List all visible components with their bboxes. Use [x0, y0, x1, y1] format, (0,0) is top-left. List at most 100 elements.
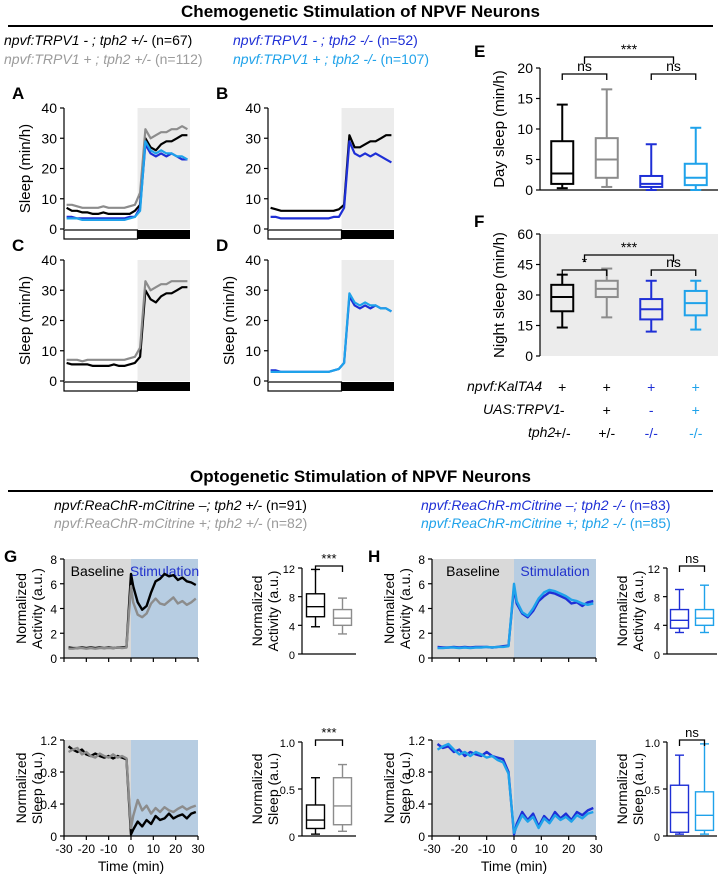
panel-c-line-g2: [66, 280, 188, 363]
panel-h-activity-ylabel-units: Activity (a.u.): [397, 568, 413, 649]
panel-h-sleep-xtick-label-30: 30: [589, 842, 603, 856]
panel-f-bracket-star: [561, 269, 608, 276]
table-cell-r1-c2: +: [603, 379, 611, 395]
panel-f-bracket-main-label: ***: [621, 239, 638, 255]
panel-g-activity-ytick-label-6: 6: [50, 578, 57, 592]
panel-g-sleep-ytick-label-1-2: 1.2: [40, 734, 57, 748]
panel-h-activity-box-ytick-label-4: 4: [654, 621, 660, 633]
legend-count-3: (n=52): [373, 32, 418, 48]
panel-e-bracket-ns-2-label: ns: [666, 58, 681, 74]
panel-c-ylabel: Sleep (min/h): [17, 276, 34, 365]
panel-h-sleep-xtick-label--10: -10: [478, 842, 496, 856]
panel-h-activity-region-baseline: Baseline: [446, 563, 500, 579]
panel-e-bracket-ns-1-label: ns: [577, 58, 592, 74]
panel-h-sleep-xlabel: Time (min): [481, 858, 547, 874]
panel-c-ytick-label-40: 40: [41, 252, 57, 268]
panel-f-ytick-label-60: 60: [517, 226, 533, 242]
panel-h-sleep-box-bracket: [678, 739, 706, 746]
panel-g-sleep-xtick-label-20: 20: [169, 842, 183, 856]
legend-genotype-2: npvf:TRPV1 + ; tph2 +/-: [4, 51, 152, 67]
panel-f-box-1: [550, 283, 575, 313]
panel-b-ytick-label-0: 0: [253, 221, 261, 237]
panel-f-ylabel: Night sleep (min/h): [491, 232, 508, 358]
panel-a-ytick-label-10: 10: [41, 191, 57, 207]
day-bar-a: [63, 229, 139, 240]
legend-opto-genotype-2: npvf:ReaChR-mCitrine +; tph2 +/-: [54, 515, 263, 531]
panel-e-ytick-label-15: 15: [517, 91, 533, 107]
night-bar-c: [137, 382, 190, 391]
panel-e-ytick-label-0: 0: [525, 182, 533, 198]
panel-g-sleep-stimulation-shade: [131, 740, 198, 836]
table-cell-r3-c1: +/-: [554, 425, 571, 441]
panel-h-activity-ytick-label-8: 8: [418, 553, 425, 567]
panel-g-sleep-line-g2: [67, 746, 197, 830]
table-label-tph2: tph2: [528, 424, 556, 440]
table-cell-r1-c4: +: [692, 379, 700, 395]
panel-h-activity-ytick-label-2: 2: [418, 627, 425, 641]
table-cell-r3-c3: -/-: [645, 425, 659, 441]
panel-g-activity-line-g2: [68, 585, 197, 650]
panel-h-sleep-baseline-shade: [432, 740, 514, 836]
legend-opto-2: npvf:ReaChR-mCitrine +; tph2 +/- (n=82): [54, 515, 307, 531]
panel-h-sleep-line-g4: [436, 742, 594, 834]
panel-g-activity-box-bracket-label: ***: [321, 551, 336, 566]
night-shade-d: [341, 260, 394, 381]
night-bar-d: [341, 382, 394, 391]
panel-h-sleep-ylabel-units: Sleep (a.u.): [397, 752, 413, 824]
panel-g-sleep-box-ytick-label-0: 0: [289, 832, 295, 844]
chemo-title: Chemogenetic Stimulation of NPVF Neurons: [181, 2, 540, 21]
panel-f-ytick-label-30: 30: [517, 287, 533, 303]
panel-b-line-g1: [270, 134, 392, 212]
legend-opto-count-2: (n=82): [262, 515, 308, 531]
panel-e-bracket-ns-2: [650, 73, 697, 80]
panel-g-sleep-ytick-label-0-4: 0.4: [40, 798, 57, 812]
panel-g-activity-box-box-1: [305, 593, 326, 618]
legend-count-4: (n=107): [376, 51, 430, 67]
panel-h-activity-box-bracket-label: ns: [685, 551, 699, 566]
legend-opto-count-4: (n=85): [626, 515, 671, 531]
panel-g-sleep-xtick-label-0: 0: [128, 842, 135, 856]
panel-e-box-2: [594, 137, 619, 179]
panel-b-ytick-label-30: 30: [245, 130, 261, 146]
panel-letter-f: F: [474, 212, 485, 231]
table-cell-r1-c1: +: [558, 379, 566, 395]
panel-g-sleep-box-bracket: [314, 739, 344, 746]
panel-g-activity-box-ytick-label-4: 4: [289, 621, 295, 633]
panel-g-activity-ylabel: Normalized: [13, 573, 29, 644]
panel-g-activity-ylabel-units: Activity (a.u.): [29, 568, 45, 649]
opto-title-rule: [8, 490, 713, 492]
panel-g-sleep-xtick-label-30: 30: [191, 842, 205, 856]
panel-a-ytick-label-20: 20: [41, 161, 57, 177]
panel-h-sleep-xtick-label-20: 20: [562, 842, 576, 856]
legend-opto-count-1: (n=91): [262, 497, 307, 513]
panel-c-ytick-label-0: 0: [49, 373, 57, 389]
panel-letter-d: D: [216, 236, 229, 255]
legend-opto-1: npvf:ReaChR-mCitrine –; tph2 +/- (n=91): [54, 497, 307, 513]
panel-h-activity-box-box-2: [694, 608, 715, 627]
panel-h-activity-box-bracket: [678, 565, 706, 572]
panel-g-activity-ytick-label-4: 4: [50, 603, 57, 617]
panel-g-activity-box-ytick-label-0: 0: [289, 650, 295, 662]
panel-h-sleep-box-box-2: [694, 791, 715, 832]
panel-g-sleep-xtick-label--10: -10: [100, 842, 118, 856]
panel-g-sleep-box-ylabel-units: Sleep (a.u.): [265, 753, 281, 825]
panel-h-sleep-ytick-label-0: 0: [418, 830, 425, 844]
panel-letter-a: A: [12, 84, 25, 103]
legend-entry-4: npvf:TRPV1 + ; tph2 -/- (n=107): [233, 51, 429, 67]
panel-h-sleep-box-ylabel: Normalized: [614, 754, 630, 825]
panel-f-bracket-ns: [650, 269, 697, 276]
panel-a-ytick-label-40: 40: [41, 100, 57, 116]
panel-g-sleep-box-bracket-label: ***: [321, 725, 336, 740]
panel-e-ytick-label-5: 5: [525, 152, 533, 168]
panel-b-ytick-label-40: 40: [245, 100, 261, 116]
night-bar-b: [341, 230, 394, 239]
panel-g-sleep-box-box-1: [305, 804, 326, 830]
panel-a-line-g4: [66, 140, 188, 221]
panel-a-line-g1: [66, 134, 188, 215]
panel-g-sleep-box-ylabel: Normalized: [249, 754, 265, 825]
panel-h-sleep-ylabel: Normalized: [381, 753, 397, 824]
legend-genotype-1: npvf:TRPV1 - ; tph2 +/-: [4, 32, 148, 48]
panel-g-sleep-xlabel: Time (min): [98, 858, 164, 874]
panel-d-ytick-label-0: 0: [253, 373, 261, 389]
panel-g-activity-ytick-label-2: 2: [50, 627, 57, 641]
